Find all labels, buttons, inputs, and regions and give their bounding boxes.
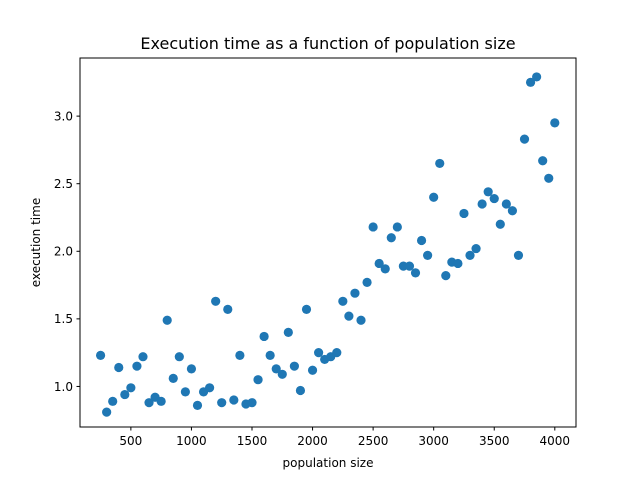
data-point (265, 350, 275, 360)
data-point (410, 268, 421, 278)
y-axis-ticks: 1.0 1.5 2.0 2.5 3.0 (54, 109, 80, 394)
data-point (289, 361, 299, 371)
data-point (162, 315, 172, 325)
data-point (295, 385, 306, 396)
data-point (211, 296, 221, 306)
y-tick-label: 1.0 (54, 380, 73, 394)
data-point (102, 407, 112, 417)
data-point (192, 400, 203, 410)
x-axis-label: population size (283, 456, 374, 470)
data-point (168, 373, 178, 383)
data-point (301, 304, 312, 315)
data-point (489, 193, 499, 204)
data-point (416, 235, 427, 246)
data-point (144, 398, 154, 408)
data-point (120, 389, 130, 400)
y-tick-label: 2.0 (54, 245, 73, 259)
data-point (495, 219, 505, 229)
data-point (205, 383, 215, 393)
x-tick-label: 4000 (540, 434, 571, 448)
data-point (471, 243, 481, 254)
x-tick-label: 3500 (479, 434, 510, 448)
x-tick-label: 2000 (297, 434, 328, 448)
data-point (186, 364, 197, 374)
data-point (126, 383, 136, 393)
data-point (95, 350, 106, 360)
data-point (550, 118, 560, 128)
x-tick-label: 3000 (418, 434, 449, 448)
data-point (374, 258, 384, 269)
data-point (507, 206, 518, 216)
data-point (392, 222, 402, 232)
data-point (114, 362, 124, 373)
x-axis-ticks: 500 1000 1500 2000 2500 3000 3500 4000 (119, 427, 570, 448)
data-point (525, 77, 536, 87)
data-point (138, 352, 148, 362)
data-point (277, 369, 287, 379)
data-point (465, 250, 475, 260)
data-point (132, 361, 142, 371)
data-point (156, 396, 166, 406)
data-point (501, 199, 511, 209)
data-point (344, 311, 354, 321)
data-point (235, 350, 245, 360)
data-point (247, 398, 257, 408)
data-point (259, 331, 269, 342)
data-point (253, 375, 263, 385)
chart-title: Execution time as a function of populati… (140, 34, 515, 53)
data-point (217, 398, 227, 408)
data-point (386, 233, 396, 243)
data-point (229, 395, 239, 405)
data-point (356, 315, 366, 325)
data-point (350, 288, 360, 298)
plot-frame (79, 57, 577, 428)
data-point (332, 348, 342, 358)
data-point (404, 261, 415, 271)
data-point (180, 387, 190, 397)
y-axis-label: execution time (29, 198, 43, 287)
data-point (453, 258, 463, 269)
data-point (174, 352, 184, 362)
data-point (513, 250, 524, 260)
y-tick-label: 1.5 (54, 312, 73, 326)
data-points (95, 72, 560, 417)
data-point (423, 250, 433, 260)
data-point (307, 365, 318, 375)
x-tick-label: 2500 (358, 434, 389, 448)
data-point (271, 364, 281, 374)
data-point (538, 156, 548, 166)
x-tick-label: 1500 (237, 434, 268, 448)
data-point (483, 187, 493, 197)
data-point (477, 199, 487, 209)
data-point (459, 208, 469, 219)
data-point (380, 264, 390, 274)
y-tick-label: 3.0 (54, 109, 73, 123)
y-tick-label: 2.5 (54, 177, 73, 191)
data-point (532, 72, 542, 82)
data-point (519, 134, 530, 144)
data-point (362, 277, 372, 287)
x-tick-label: 500 (119, 434, 142, 448)
data-point (441, 271, 451, 281)
data-point (108, 396, 118, 406)
data-point (544, 173, 554, 183)
data-point (283, 327, 293, 337)
data-point (338, 296, 348, 306)
data-point (223, 304, 233, 315)
data-point (435, 158, 445, 169)
data-point (429, 192, 439, 202)
x-tick-label: 1000 (176, 434, 207, 448)
data-point (314, 348, 324, 358)
data-point (368, 222, 378, 232)
